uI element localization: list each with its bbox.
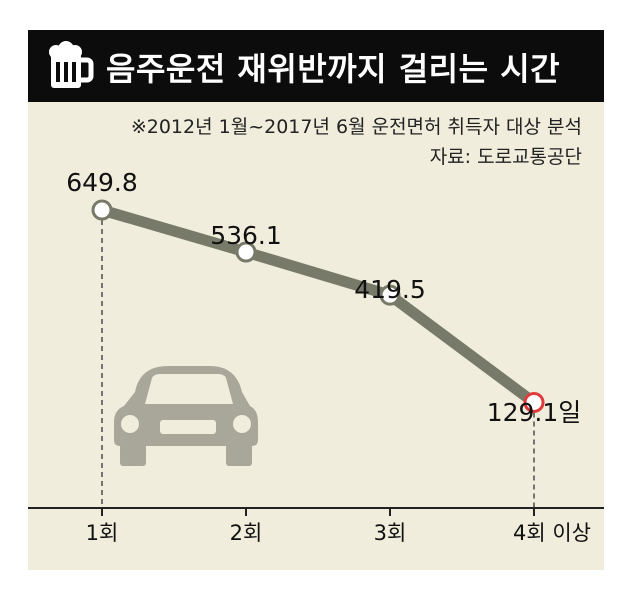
data-label: 649.8 [66,168,138,197]
title-bar: 음주운전 재위반까지 걸리는 시간 [28,30,604,102]
guide-lines [101,220,535,508]
chart-panel: 음주운전 재위반까지 걸리는 시간 ※2012년 1월~2017년 6월 운전면… [28,30,604,570]
car-icon [114,366,258,466]
x-tick-label: 2회 [230,521,263,545]
chart-title: 음주운전 재위반까지 걸리는 시간 [106,50,561,88]
data-label: 419.5 [354,275,426,304]
chart-note: ※2012년 1월~2017년 6월 운전면허 취득자 대상 분석 [130,116,582,138]
data-point [379,284,401,306]
data-label: 129.1일 [487,398,582,427]
data-point [91,199,113,221]
data-point [235,241,257,263]
chart-source: 자료: 도로교통공단 [429,146,582,168]
data-point [523,391,545,413]
beer-mug-icon [49,41,94,88]
x-tick-label: 3회 [374,521,407,545]
series-line [96,204,540,408]
x-tick-label: 4회 이상 [513,521,591,545]
x-tick-label: 1회 [86,521,119,545]
data-label: 536.1 [210,221,282,250]
